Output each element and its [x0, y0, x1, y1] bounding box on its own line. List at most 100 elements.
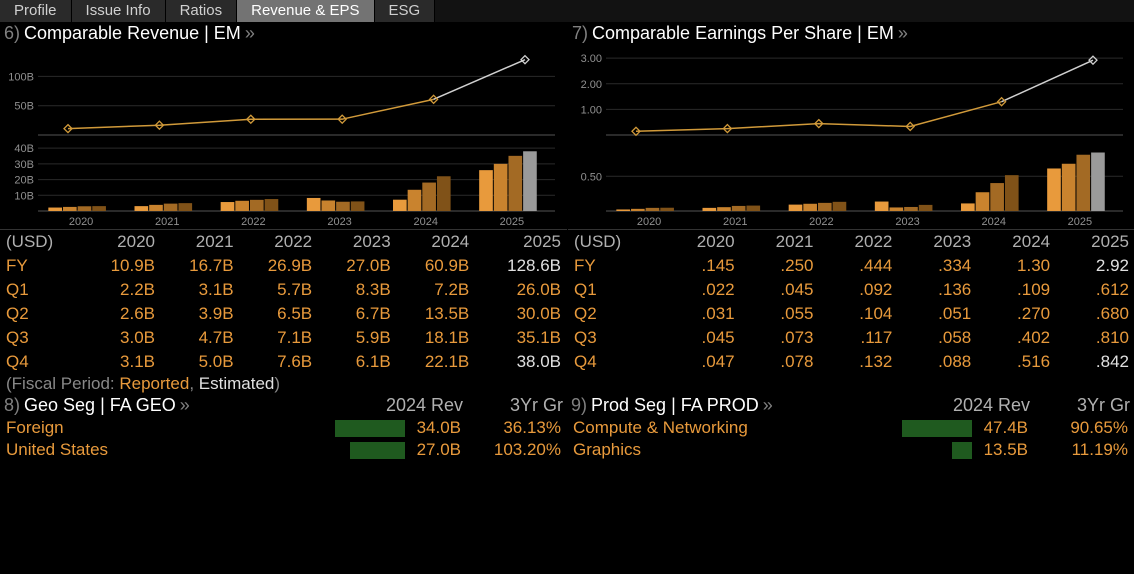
revenue-title[interactable]: 6) Comparable Revenue | EM »	[0, 22, 567, 45]
revenue-bar-chart: 10B20B30B40B202020212022202320242025	[0, 141, 567, 229]
cell: 38.0B	[475, 350, 567, 374]
seg-row[interactable]: Foreign34.0B36.13%	[0, 417, 567, 439]
cell: .612	[1056, 278, 1134, 302]
seg-row[interactable]: Graphics 13.5B11.19%	[567, 439, 1134, 461]
row-label: Q3	[0, 326, 82, 350]
note-estimated: Estimated	[199, 374, 275, 393]
prod-seg-panel: 9) Prod Seg | FA PROD » 2024 Rev 3Yr Gr …	[567, 394, 1134, 461]
cell: .047	[662, 350, 741, 374]
geo-seg-panel: 8) Geo Seg | FA GEO » 2024 Rev 3Yr Gr Fo…	[0, 394, 567, 461]
eps-title[interactable]: 7) Comparable Earnings Per Share | EM »	[568, 22, 1134, 45]
seg-name: United States	[6, 440, 331, 460]
table-row[interactable]: Q3.045.073.117.058.402.810	[568, 326, 1134, 350]
cell: .045	[662, 326, 741, 350]
tab[interactable]: Revenue & EPS	[237, 0, 374, 22]
cell: .073	[741, 326, 820, 350]
table-header: 2023	[318, 230, 397, 255]
row-label: Q1	[568, 278, 662, 302]
cell: .842	[1056, 350, 1134, 374]
table-row[interactable]: Q33.0B4.7B7.1B5.9B18.1B35.1B	[0, 326, 567, 350]
cell: .680	[1056, 302, 1134, 326]
chevron-right-icon: »	[898, 23, 905, 44]
cell: .109	[977, 278, 1056, 302]
cell: .136	[898, 278, 977, 302]
cell: .117	[819, 326, 898, 350]
cell: 5.7B	[240, 278, 319, 302]
table-row[interactable]: Q43.1B5.0B7.6B6.1B22.1B38.0B	[0, 350, 567, 374]
revenue-line-chart: 50B100B	[0, 45, 567, 141]
seg-bar-cell: 34.0B	[331, 418, 461, 438]
table-row[interactable]: Q12.2B3.1B5.7B8.3B7.2B26.0B	[0, 278, 567, 302]
table-header: 2023	[898, 230, 977, 255]
seg-bar	[902, 420, 972, 437]
tab[interactable]: Issue Info	[72, 0, 166, 22]
svg-text:1.00: 1.00	[581, 104, 602, 116]
cell: .145	[662, 254, 741, 278]
cell: 27.0B	[318, 254, 397, 278]
chevron-right-icon: »	[245, 23, 252, 44]
cell: .444	[819, 254, 898, 278]
seg-value: 13.5B	[978, 440, 1028, 460]
chevron-right-icon: »	[763, 395, 770, 416]
seg-row[interactable]: United States27.0B103.20%	[0, 439, 567, 461]
svg-text:20B: 20B	[14, 175, 34, 187]
tab[interactable]: Ratios	[166, 0, 238, 22]
row-label: Q1	[0, 278, 82, 302]
seg-row[interactable]: Compute & Networking47.4B90.65%	[567, 417, 1134, 439]
cell: 4.7B	[161, 326, 240, 350]
section-label: Comparable Revenue | EM	[24, 23, 241, 44]
tab[interactable]: Profile	[0, 0, 72, 22]
seg-growth: 90.65%	[1028, 418, 1128, 438]
row-label: Q3	[568, 326, 662, 350]
section-number: 6)	[4, 23, 20, 44]
table-row[interactable]: FY.145.250.444.3341.302.92	[568, 254, 1134, 278]
cell: 7.1B	[240, 326, 319, 350]
cell: 18.1B	[397, 326, 476, 350]
cell: 35.1B	[475, 326, 567, 350]
cell: .055	[741, 302, 820, 326]
row-label: Q2	[568, 302, 662, 326]
geo-seg-title[interactable]: 8) Geo Seg | FA GEO » 2024 Rev 3Yr Gr	[0, 394, 567, 417]
cell: 2.2B	[82, 278, 161, 302]
cell: 6.7B	[318, 302, 397, 326]
cell: 3.0B	[82, 326, 161, 350]
seg-name: Graphics	[573, 440, 898, 460]
col-rev-header: 2024 Rev	[333, 395, 463, 416]
row-label: Q2	[0, 302, 82, 326]
table-header: (USD)	[0, 230, 82, 255]
table-row[interactable]: Q22.6B3.9B6.5B6.7B13.5B30.0B	[0, 302, 567, 326]
svg-text:2024: 2024	[414, 216, 438, 228]
tab[interactable]: ESG	[375, 0, 436, 22]
revenue-table: (USD)202020212022202320242025FY10.9B16.7…	[0, 229, 567, 374]
table-header: 2022	[240, 230, 319, 255]
table-row[interactable]: FY10.9B16.7B26.9B27.0B60.9B128.6B	[0, 254, 567, 278]
cell: 26.0B	[475, 278, 567, 302]
section-label: Comparable Earnings Per Share | EM	[592, 23, 894, 44]
cell: .058	[898, 326, 977, 350]
prod-seg-title[interactable]: 9) Prod Seg | FA PROD » 2024 Rev 3Yr Gr	[567, 394, 1134, 417]
svg-text:0.50: 0.50	[581, 171, 602, 183]
svg-text:2.00: 2.00	[581, 79, 602, 91]
table-header: 2025	[1056, 230, 1134, 255]
note-prefix: (Fiscal Period:	[6, 374, 119, 393]
fiscal-period-note: (Fiscal Period: Reported, Estimated)	[0, 374, 1134, 394]
table-row[interactable]: Q4.047.078.132.088.516.842	[568, 350, 1134, 374]
seg-growth: 11.19%	[1028, 440, 1128, 460]
table-row[interactable]: Q1.022.045.092.136.109.612	[568, 278, 1134, 302]
cell: 5.0B	[161, 350, 240, 374]
table-row[interactable]: Q2.031.055.104.051.270.680	[568, 302, 1134, 326]
col-gr-header: 3Yr Gr	[1030, 395, 1130, 416]
cell: 8.3B	[318, 278, 397, 302]
svg-text:2025: 2025	[500, 216, 524, 228]
eps-bar-chart: 0.50202020212022202320242025	[568, 141, 1134, 229]
svg-text:2022: 2022	[809, 216, 833, 228]
seg-bar	[952, 442, 972, 459]
table-header: 2024	[977, 230, 1056, 255]
cell: .078	[741, 350, 820, 374]
svg-text:2021: 2021	[723, 216, 747, 228]
seg-growth: 36.13%	[461, 418, 561, 438]
seg-growth: 103.20%	[461, 440, 561, 460]
cell: .132	[819, 350, 898, 374]
svg-text:2022: 2022	[241, 216, 265, 228]
section-number: 9)	[571, 395, 587, 416]
